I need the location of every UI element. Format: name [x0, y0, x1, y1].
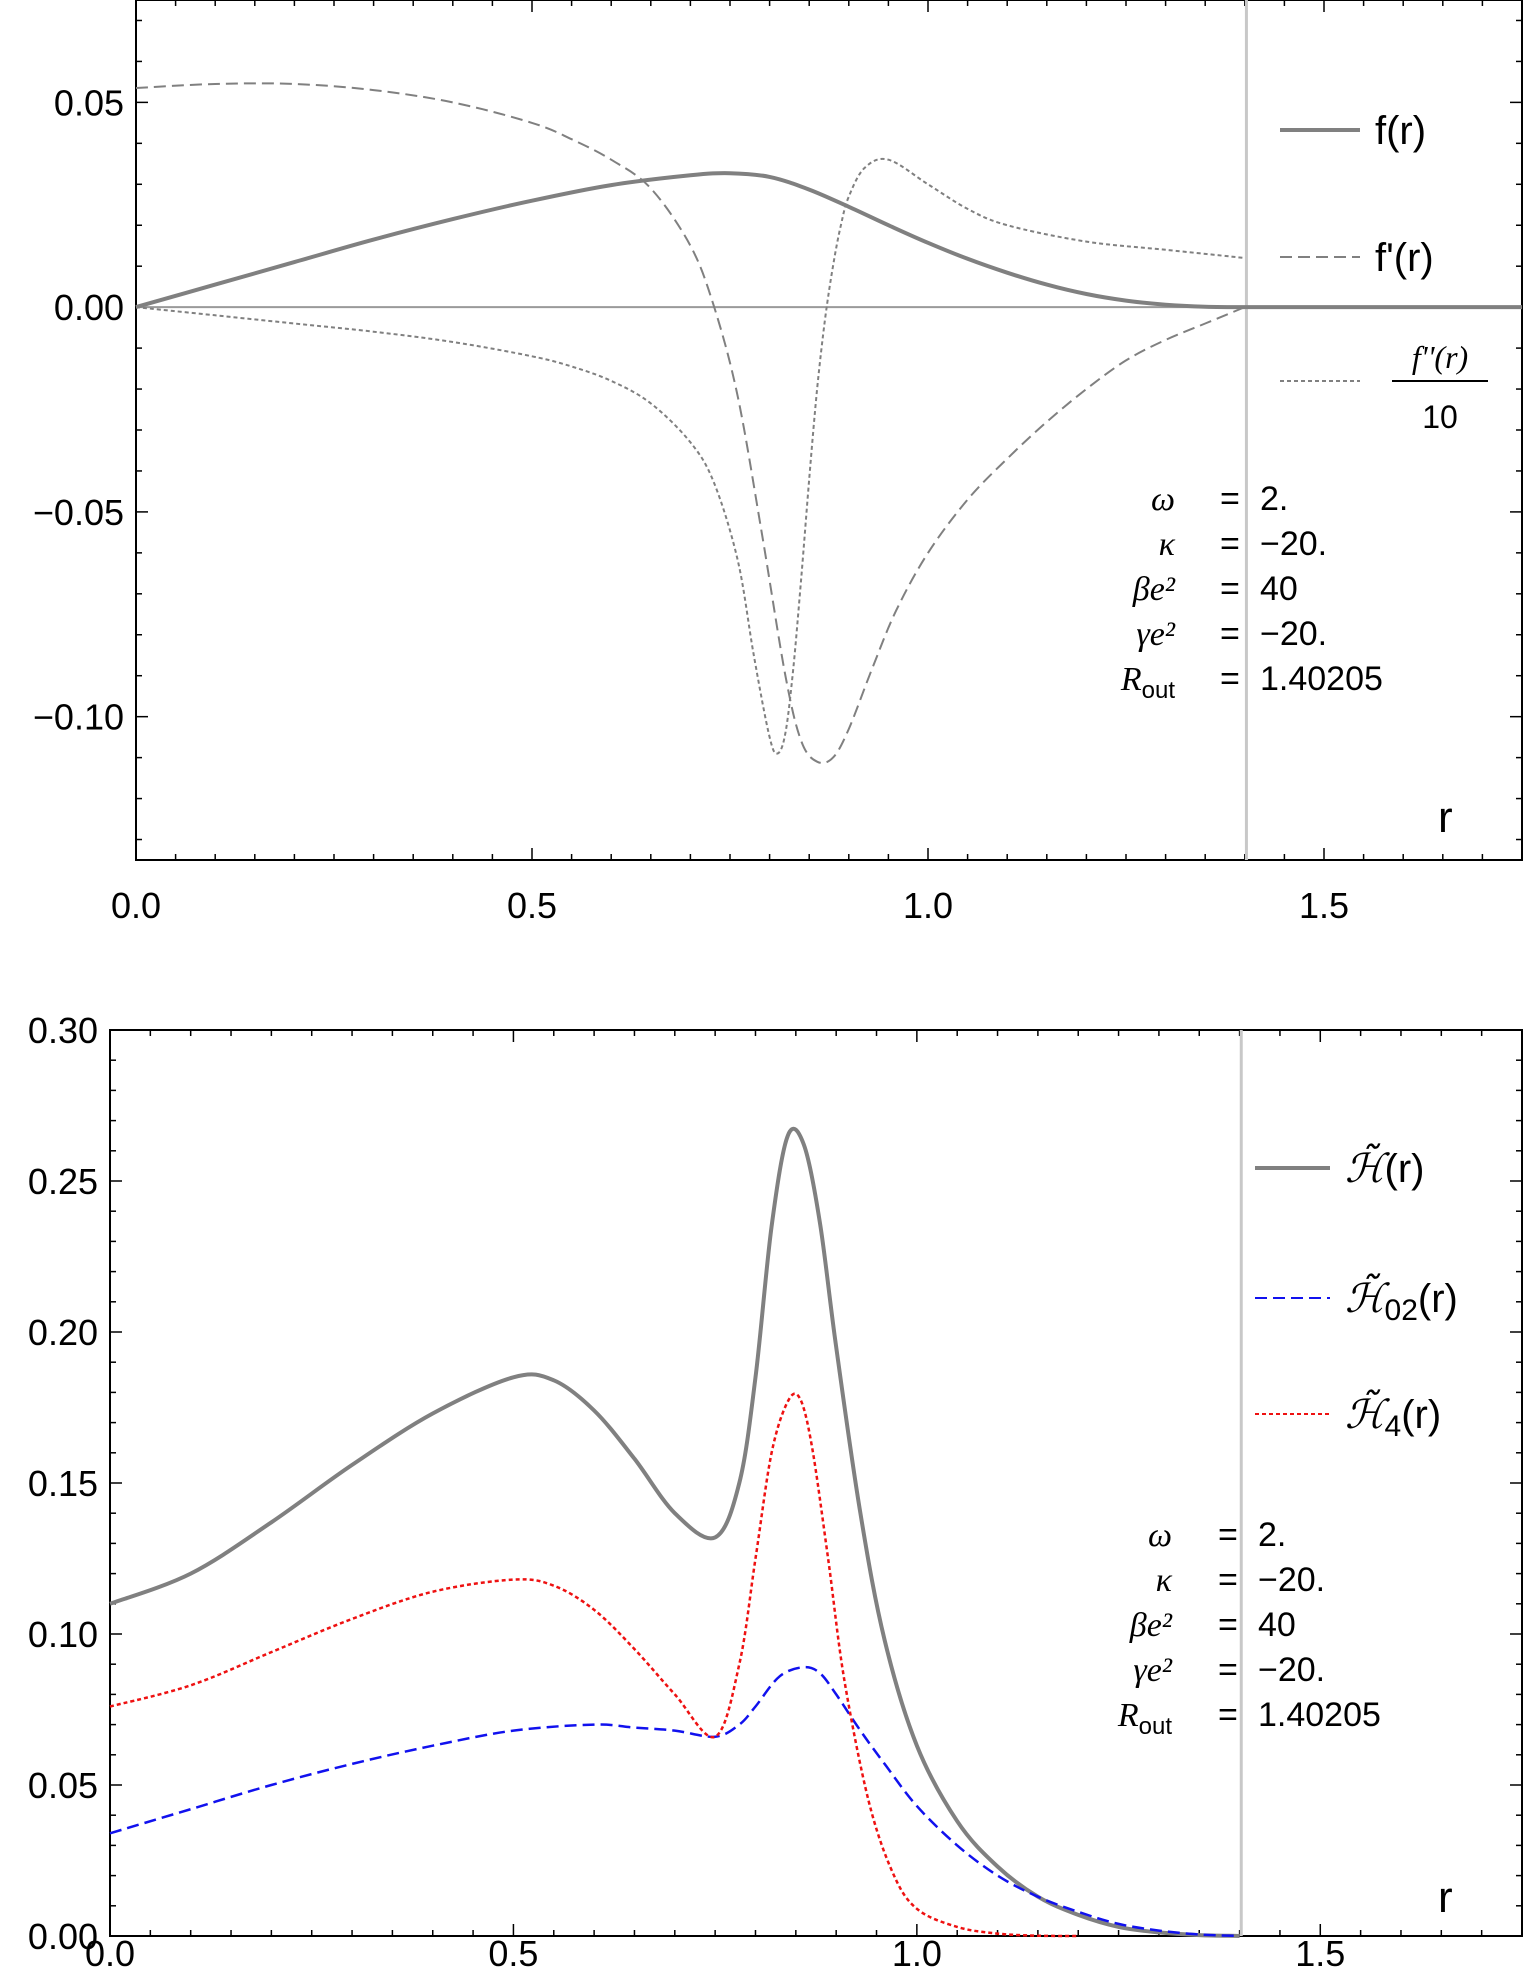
series-line-h-r- [109, 1126, 1240, 1938]
chart-bottom: 0.30 0.25 0.20 0.15 0.10 0.05 0.00 0.0 0… [28, 1010, 1523, 1972]
param-value: 2. [1258, 1516, 1286, 1554]
param-eq: = [1220, 615, 1240, 653]
legend-bottom: ℋ̃(r) ℋ̃02(r) ℋ̃4(r) [1255, 1143, 1458, 1443]
param-eq: = [1220, 525, 1240, 563]
param-eq: = [1218, 1606, 1238, 1644]
param-name: ω [1151, 481, 1175, 518]
chart-top: 0.05 0.00 −0.05 −0.10 0.0 0.5 1.0 1.5 r … [33, 0, 1523, 926]
legend-label-fprime: f'(r) [1375, 236, 1434, 280]
param-value: −20. [1260, 525, 1327, 563]
series-line-h02-r- [109, 1665, 1240, 1938]
y-tick-label: 0.30 [28, 1010, 98, 1051]
series-line-h4-r- [109, 1392, 1079, 1938]
x-tick-label: 1.0 [903, 885, 953, 926]
param-eq: = [1218, 1516, 1238, 1554]
y-tick-label: 0.05 [54, 82, 124, 123]
param-name-rout: Rout [1117, 1697, 1172, 1740]
param-value: 2. [1260, 480, 1288, 518]
legend-arg: (r) [1385, 1147, 1425, 1191]
param-value: −20. [1258, 1651, 1325, 1689]
x-tick-label: 1.5 [1299, 885, 1349, 926]
y-tick-label: 0.00 [54, 287, 124, 328]
param-value: −20. [1260, 615, 1327, 653]
param-value: 1.40205 [1260, 660, 1383, 698]
series-line-f-r- [135, 82, 1246, 765]
param-name-rout: Rout [1120, 661, 1175, 704]
series-line-f-r- [135, 171, 1522, 310]
series-line-f-r-10 [135, 157, 1245, 755]
x-tick-label: 1.0 [892, 1933, 942, 1972]
x-tick-label: 0.5 [488, 1933, 538, 1972]
x-tick-label: 0.0 [111, 885, 161, 926]
y-tick-label: 0.20 [28, 1312, 98, 1353]
param-subscript: out [1139, 1713, 1173, 1740]
param-eq: = [1218, 1696, 1238, 1734]
param-eq: = [1220, 480, 1240, 518]
y-tick-label: 0.05 [28, 1765, 98, 1806]
legend-label-f: f(r) [1375, 109, 1426, 153]
param-eq: = [1220, 660, 1240, 698]
legend-symbol: ℋ̃ [1345, 1143, 1390, 1191]
legend-symbol: ℋ̃ [1345, 1273, 1390, 1321]
param-name: R [1117, 1697, 1139, 1734]
param-name: κ [1159, 526, 1176, 563]
y-tick-label: 0.10 [28, 1614, 98, 1655]
param-name: R [1120, 661, 1142, 698]
param-name: βe² [1129, 1607, 1173, 1644]
param-value: 40 [1258, 1606, 1296, 1644]
legend-label-H: ℋ̃(r) [1345, 1143, 1425, 1191]
param-name: ω [1148, 1517, 1172, 1554]
series-group-top [135, 82, 1522, 765]
param-name: κ [1156, 1562, 1173, 1599]
series-group-bottom [109, 1126, 1240, 1938]
y-tick-label: −0.05 [33, 492, 124, 533]
x-axis-label: r [1438, 793, 1453, 842]
legend-label-fdouble-num: f''(r) [1412, 339, 1468, 375]
legend-subscript: 02 [1385, 1294, 1418, 1327]
x-tick-label: 0.5 [507, 885, 557, 926]
param-value: 1.40205 [1258, 1696, 1381, 1734]
param-eq: = [1218, 1561, 1238, 1599]
x-axis-label: r [1438, 1873, 1453, 1922]
param-name: γe² [1133, 1652, 1172, 1689]
y-tick-label: 0.15 [28, 1463, 98, 1504]
param-name: γe² [1136, 616, 1175, 653]
legend-arg: (r) [1418, 1277, 1458, 1321]
parameter-table-top: ω = 2. κ = −20. βe² = 40 γe² = −20. Rout… [1120, 480, 1383, 704]
plot-frame-bottom [109, 1029, 1523, 1937]
x-tick-label: 0.0 [85, 1933, 135, 1972]
param-subscript: out [1142, 677, 1176, 704]
param-eq: = [1220, 570, 1240, 608]
legend-top: f(r) f'(r) f''(r) 10 [1280, 109, 1488, 435]
param-value: 40 [1260, 570, 1298, 608]
legend-subscript: 4 [1385, 1410, 1402, 1443]
tick-marks-bottom [109, 1029, 1523, 1937]
legend-label-H4: ℋ̃4(r) [1345, 1389, 1441, 1443]
param-eq: = [1218, 1651, 1238, 1689]
legend-symbol: ℋ̃ [1345, 1389, 1390, 1437]
parameter-table-bottom: ω = 2. κ = −20. βe² = 40 γe² = −20. Rout… [1117, 1516, 1381, 1740]
y-tick-label: 0.00 [28, 1916, 98, 1957]
y-tick-label: 0.25 [28, 1161, 98, 1202]
param-name: βe² [1132, 571, 1176, 608]
tick-marks-top [135, 0, 1523, 860]
legend-label-fdouble-den: 10 [1422, 399, 1458, 435]
legend-label-H02: ℋ̃02(r) [1345, 1273, 1458, 1327]
legend-arg: (r) [1401, 1393, 1441, 1437]
param-value: −20. [1258, 1561, 1325, 1599]
x-tick-label: 1.5 [1295, 1933, 1345, 1972]
y-tick-label: −0.10 [33, 697, 124, 738]
